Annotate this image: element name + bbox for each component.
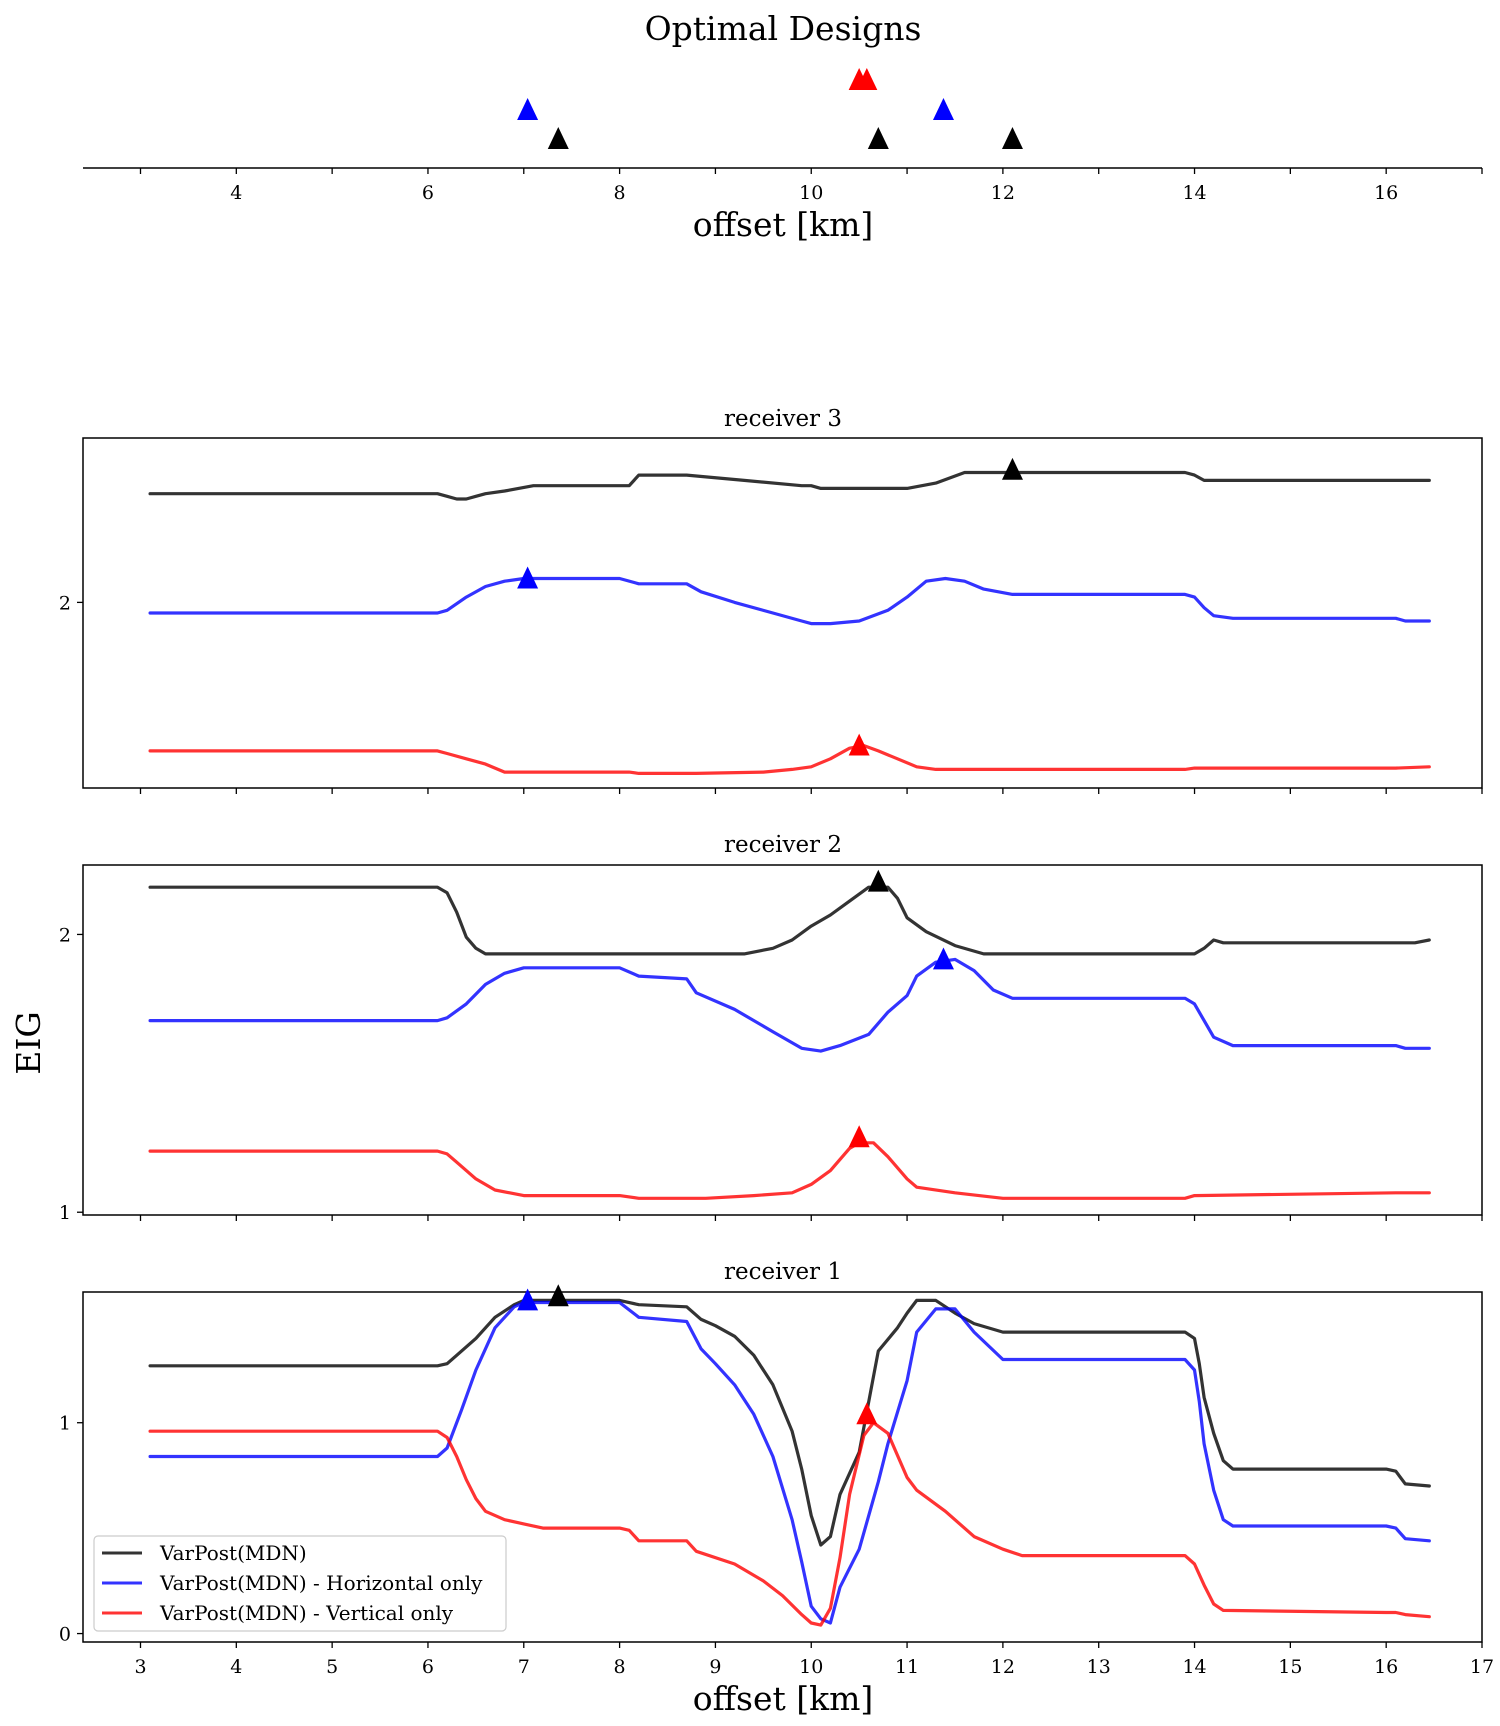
plot-frame bbox=[82, 437, 1483, 789]
y-tick-label: 2 bbox=[59, 592, 71, 614]
x-tick-label: 5 bbox=[326, 1656, 338, 1678]
panel-title-receiver-3: receiver 3 bbox=[724, 406, 842, 432]
panel-title-receiver-1: receiver 1 bbox=[724, 1259, 842, 1285]
y-tick-label: 1 bbox=[59, 1202, 71, 1224]
optimal-marker bbox=[1001, 457, 1023, 480]
series-line bbox=[148, 576, 1431, 626]
optimal-marker bbox=[547, 1284, 569, 1307]
design-marker bbox=[547, 127, 569, 149]
top-tick-label: 6 bbox=[422, 182, 434, 204]
x-tick-label: 6 bbox=[422, 1656, 434, 1678]
x-tick-label: 7 bbox=[518, 1656, 530, 1678]
series-line bbox=[148, 470, 1431, 501]
panel-receiver-1: receiver 1 offset [km] 3 4 5 6 7 8 9 10 11 12 13 14… bbox=[59, 1259, 1494, 1718]
x-tick-label: 17 bbox=[1470, 1656, 1494, 1678]
optimal-marker bbox=[517, 566, 539, 589]
x-tick-label: 10 bbox=[799, 1656, 823, 1678]
y-tick-label: 2 bbox=[59, 924, 71, 946]
legend-box bbox=[93, 1535, 507, 1632]
x-tick-label: 3 bbox=[134, 1656, 146, 1678]
top-tick-label: 14 bbox=[1182, 182, 1206, 204]
bottom-axis-xlabel: offset [km] bbox=[693, 1679, 874, 1718]
top-axis-xlabel: offset [km] bbox=[693, 205, 874, 244]
series-line bbox=[148, 1141, 1431, 1200]
plot-frame bbox=[82, 864, 1483, 1216]
x-tick-label: 15 bbox=[1278, 1656, 1302, 1678]
x-tick-label: 14 bbox=[1182, 1656, 1206, 1678]
design-marker bbox=[517, 98, 539, 120]
top-axis-ticks: 4 6 8 10 12 14 16 bbox=[139, 168, 1483, 204]
y-tick-label: 0 bbox=[59, 1624, 71, 1646]
optimal-marker bbox=[867, 869, 889, 892]
top-tick-label: 4 bbox=[230, 182, 242, 204]
legend-label-vertical: VarPost(MDN) - Vertical only bbox=[159, 1601, 454, 1625]
x-tick-label: 12 bbox=[991, 1656, 1015, 1678]
optimal-marker bbox=[517, 1288, 539, 1311]
series-line bbox=[148, 885, 1431, 956]
top-tick-label: 10 bbox=[799, 182, 823, 204]
optimal-marker bbox=[848, 1125, 870, 1148]
x-tick-label: 9 bbox=[709, 1656, 721, 1678]
top-tick-label: 16 bbox=[1374, 182, 1398, 204]
top-markers bbox=[517, 68, 1023, 149]
series-line bbox=[148, 1421, 1431, 1627]
x-tick-label: 11 bbox=[895, 1656, 919, 1678]
panel-title-receiver-2: receiver 2 bbox=[724, 832, 842, 858]
legend-label-varpost: VarPost(MDN) bbox=[159, 1541, 307, 1565]
optimal-marker bbox=[848, 733, 870, 756]
x-tick-label: 13 bbox=[1087, 1656, 1111, 1678]
design-marker bbox=[867, 127, 889, 149]
legend: VarPost(MDN) VarPost(MDN) - Horizontal o… bbox=[93, 1535, 507, 1632]
x-tick-label: 16 bbox=[1374, 1656, 1398, 1678]
y-axis-label-eig: EIG bbox=[9, 1011, 48, 1075]
design-marker bbox=[1001, 127, 1023, 149]
optimal-marker bbox=[932, 947, 954, 970]
x-tick-label: 8 bbox=[614, 1656, 626, 1678]
legend-label-horizontal: VarPost(MDN) - Horizontal only bbox=[159, 1571, 483, 1595]
design-marker bbox=[856, 68, 878, 90]
y-tick-label: 1 bbox=[59, 1413, 71, 1435]
series-line bbox=[148, 743, 1431, 776]
panel-receiver-2: receiver 2 1 2 bbox=[59, 832, 1483, 1224]
top-tick-label: 8 bbox=[614, 182, 626, 204]
top-tick-label: 12 bbox=[991, 182, 1015, 204]
series-line bbox=[148, 957, 1431, 1053]
optimal-marker bbox=[856, 1402, 878, 1425]
plot-frame bbox=[82, 1291, 1483, 1643]
design-marker bbox=[932, 98, 954, 120]
panel-receiver-3: receiver 3 2 bbox=[59, 406, 1483, 794]
optimal-designs-title: Optimal Designs bbox=[645, 9, 922, 48]
optimal-designs-strip: Optimal Designs 4 6 8 10 12 14 16 offset [km] bbox=[83, 9, 1483, 244]
x-tick-label: 4 bbox=[230, 1656, 242, 1678]
